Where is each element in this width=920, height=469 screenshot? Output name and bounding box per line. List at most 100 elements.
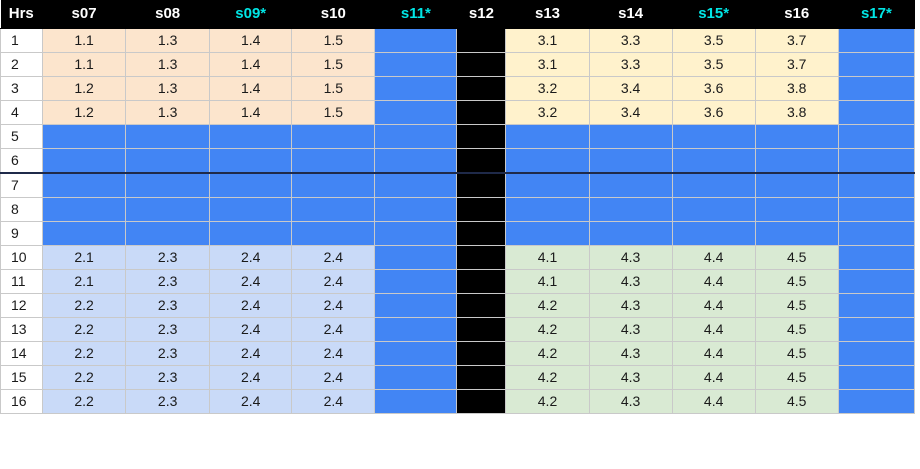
spacer-cell-s12[interactable] — [456, 269, 507, 294]
empty-cell-s11[interactable] — [374, 389, 458, 414]
value-cell[interactable]: 4.2 — [505, 341, 590, 366]
header-s11[interactable]: s11* — [374, 0, 458, 29]
value-cell[interactable]: 3.6 — [672, 100, 756, 125]
empty-cell-s17[interactable] — [838, 197, 916, 222]
empty-cell-s11[interactable] — [374, 221, 458, 246]
value-cell[interactable]: 2.4 — [209, 341, 293, 366]
value-cell[interactable] — [42, 173, 127, 198]
value-cell[interactable]: 4.2 — [505, 389, 590, 414]
value-cell[interactable] — [672, 124, 756, 149]
value-cell[interactable]: 4.3 — [589, 341, 673, 366]
value-cell[interactable] — [125, 148, 211, 174]
value-cell[interactable] — [505, 197, 590, 222]
value-cell[interactable] — [589, 173, 673, 198]
value-cell[interactable]: 3.3 — [589, 52, 673, 77]
empty-cell-s11[interactable] — [374, 148, 458, 174]
value-cell[interactable]: 4.3 — [589, 293, 673, 318]
value-cell[interactable]: 2.4 — [291, 269, 376, 294]
spacer-cell-s12[interactable] — [456, 293, 507, 318]
value-cell[interactable]: 2.4 — [209, 317, 293, 342]
empty-cell-s11[interactable] — [374, 293, 458, 318]
row-hour-cell[interactable]: 8 — [0, 197, 44, 222]
value-cell[interactable]: 3.7 — [755, 52, 839, 77]
value-cell[interactable]: 4.3 — [589, 389, 673, 414]
header-s12[interactable]: s12 — [456, 0, 507, 29]
row-hour-cell[interactable]: 4 — [0, 100, 44, 125]
spacer-cell-s12[interactable] — [456, 100, 507, 125]
header-s16[interactable]: s16 — [755, 0, 839, 29]
value-cell[interactable] — [209, 221, 293, 246]
value-cell[interactable]: 4.5 — [755, 245, 839, 270]
empty-cell-s17[interactable] — [838, 173, 916, 198]
value-cell[interactable] — [291, 221, 376, 246]
value-cell[interactable]: 2.4 — [291, 365, 376, 390]
value-cell[interactable]: 4.5 — [755, 365, 839, 390]
header-s13[interactable]: s13 — [505, 0, 590, 29]
spacer-cell-s12[interactable] — [456, 173, 507, 198]
value-cell[interactable]: 2.2 — [42, 341, 127, 366]
value-cell[interactable] — [755, 221, 839, 246]
value-cell[interactable]: 3.1 — [505, 28, 590, 53]
value-cell[interactable]: 2.1 — [42, 269, 127, 294]
value-cell[interactable] — [291, 197, 376, 222]
value-cell[interactable]: 3.5 — [672, 52, 756, 77]
empty-cell-s17[interactable] — [838, 317, 916, 342]
empty-cell-s11[interactable] — [374, 341, 458, 366]
value-cell[interactable]: 4.4 — [672, 341, 756, 366]
spacer-cell-s12[interactable] — [456, 76, 507, 101]
row-hour-cell[interactable]: 1 — [0, 28, 44, 53]
value-cell[interactable]: 4.4 — [672, 245, 756, 270]
value-cell[interactable]: 1.5 — [291, 28, 376, 53]
value-cell[interactable]: 4.5 — [755, 341, 839, 366]
value-cell[interactable] — [505, 221, 590, 246]
value-cell[interactable] — [505, 124, 590, 149]
empty-cell-s17[interactable] — [838, 341, 916, 366]
empty-cell-s11[interactable] — [374, 365, 458, 390]
header-s14[interactable]: s14 — [589, 0, 673, 29]
empty-cell-s17[interactable] — [838, 124, 916, 149]
value-cell[interactable] — [505, 173, 590, 198]
value-cell[interactable]: 1.4 — [209, 28, 293, 53]
value-cell[interactable] — [755, 124, 839, 149]
value-cell[interactable] — [209, 148, 293, 174]
row-hour-cell[interactable]: 2 — [0, 52, 44, 77]
value-cell[interactable]: 4.5 — [755, 389, 839, 414]
value-cell[interactable]: 2.4 — [209, 365, 293, 390]
value-cell[interactable]: 3.7 — [755, 28, 839, 53]
row-hour-cell[interactable]: 15 — [0, 365, 44, 390]
value-cell[interactable]: 1.5 — [291, 52, 376, 77]
value-cell[interactable]: 3.8 — [755, 100, 839, 125]
empty-cell-s17[interactable] — [838, 245, 916, 270]
value-cell[interactable] — [589, 221, 673, 246]
spacer-cell-s12[interactable] — [456, 317, 507, 342]
spacer-cell-s12[interactable] — [456, 365, 507, 390]
value-cell[interactable]: 2.4 — [209, 389, 293, 414]
row-hour-cell[interactable]: 13 — [0, 317, 44, 342]
value-cell[interactable] — [42, 221, 127, 246]
empty-cell-s17[interactable] — [838, 389, 916, 414]
header-s17[interactable]: s17* — [838, 0, 916, 29]
value-cell[interactable]: 4.3 — [589, 245, 673, 270]
empty-cell-s11[interactable] — [374, 124, 458, 149]
empty-cell-s11[interactable] — [374, 52, 458, 77]
value-cell[interactable]: 1.2 — [42, 76, 127, 101]
value-cell[interactable]: 2.4 — [291, 389, 376, 414]
row-hour-cell[interactable]: 5 — [0, 124, 44, 149]
value-cell[interactable]: 4.1 — [505, 245, 590, 270]
row-hour-cell[interactable]: 12 — [0, 293, 44, 318]
header-s08[interactable]: s08 — [125, 0, 211, 29]
value-cell[interactable]: 3.5 — [672, 28, 756, 53]
value-cell[interactable]: 4.4 — [672, 293, 756, 318]
value-cell[interactable]: 2.2 — [42, 317, 127, 342]
value-cell[interactable]: 3.8 — [755, 76, 839, 101]
row-hour-cell[interactable]: 6 — [0, 148, 44, 174]
value-cell[interactable] — [505, 148, 590, 174]
value-cell[interactable] — [42, 148, 127, 174]
value-cell[interactable]: 2.2 — [42, 389, 127, 414]
value-cell[interactable]: 3.4 — [589, 100, 673, 125]
empty-cell-s11[interactable] — [374, 245, 458, 270]
value-cell[interactable]: 4.2 — [505, 365, 590, 390]
value-cell[interactable] — [589, 148, 673, 174]
header-s09[interactable]: s09* — [209, 0, 293, 29]
value-cell[interactable]: 2.1 — [42, 245, 127, 270]
